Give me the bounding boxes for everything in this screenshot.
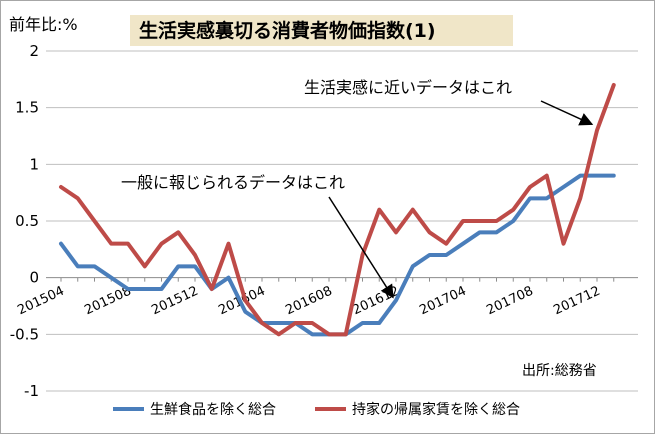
y-tick-label: 0 [29,269,39,287]
title-box [130,15,513,46]
y-tick-label: 0.5 [15,212,39,230]
series-line-1 [59,83,616,337]
x-tick-labels: 201504 201508 201512 201604 201608 201612 2017… [15,284,602,319]
y-tick-label: 1.5 [15,99,39,117]
y-tick-label: 2 [29,42,39,60]
series-line-0 [59,173,616,337]
series-layer [59,83,616,337]
annotation-reported: 一般に報じられるデータはこれ [121,173,345,192]
grid-layer [46,50,638,392]
annotation-arrow-reported [328,196,394,299]
y-tick-labels: 2 1.5 1 0.5 0 -0.5 -1 [10,42,39,400]
legend-label-core-cpi: 生鮮食品を除く総合 [150,401,276,418]
y-tick-label: -0.5 [10,325,39,343]
annotation-arrow-living-cost [540,100,594,126]
y-tick-label: 1 [29,155,39,173]
chart-title: 生活実感裏切る消費者物価指数(1) [139,19,436,42]
x-tick-label: 201712 [551,284,602,319]
x-tick-label: 201708 [484,284,535,319]
y-tick-label: -1 [24,382,39,400]
legend-label-ex-imputed-rent: 持家の帰属家賃を除く総合 [352,401,520,418]
annotation-living-cost: 生活実感に近いデータはこれ [304,78,512,97]
y-axis-label: 前年比:% [9,15,78,34]
source-note: 出所:総務省 [522,363,597,379]
x-tick-label: 201504 [15,284,66,319]
legend: 生鮮食品を除く総合 持家の帰属家賃を除く総合 [113,401,520,418]
x-tick-label: 201608 [283,284,334,319]
x-tick-label: 201704 [417,284,468,319]
